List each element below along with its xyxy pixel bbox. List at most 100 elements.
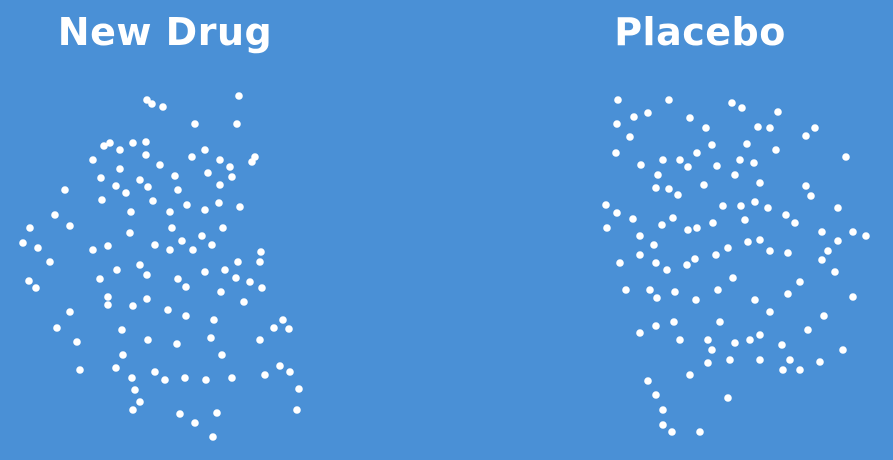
placebo-dot	[653, 294, 661, 302]
placebo-dot	[719, 202, 727, 210]
new-drug-dot	[236, 203, 244, 211]
new-drug-dot	[89, 156, 97, 164]
new-drug-dot	[129, 302, 137, 310]
new-drug-dot	[295, 385, 303, 393]
new-drug-dot	[136, 261, 144, 269]
new-drug-dot	[53, 324, 61, 332]
new-drug-dot	[213, 409, 221, 417]
new-drug-dot	[182, 283, 190, 291]
new-drug-dot	[129, 406, 137, 414]
placebo-dot	[766, 247, 774, 255]
new-drug-dot	[104, 293, 112, 301]
new-drug-dot	[96, 275, 104, 283]
new-drug-dot	[215, 199, 223, 207]
placebo-dot	[816, 358, 824, 366]
new-drug-dot	[173, 340, 181, 348]
placebo-dot	[668, 428, 676, 436]
new-drug-dot	[216, 156, 224, 164]
placebo-dot	[686, 371, 694, 379]
placebo-dot	[782, 211, 790, 219]
new-drug-dot	[276, 362, 284, 370]
placebo-dot	[646, 286, 654, 294]
new-drug-dot	[168, 224, 176, 232]
placebo-dot	[696, 428, 704, 436]
placebo-dot	[636, 232, 644, 240]
placebo-dot	[614, 96, 622, 104]
new-drug-dot	[136, 176, 144, 184]
placebo-dot	[650, 241, 658, 249]
placebo-dot	[744, 238, 752, 246]
placebo-dot	[766, 308, 774, 316]
new-drug-dot	[178, 237, 186, 245]
placebo-dot	[862, 232, 870, 240]
placebo-dot	[652, 391, 660, 399]
new-drug-dot	[46, 258, 54, 266]
new-drug-dot	[256, 336, 264, 344]
new-drug-dot	[34, 244, 42, 252]
new-drug-dot	[112, 182, 120, 190]
placebo-title: Placebo	[614, 10, 786, 54]
placebo-dot	[659, 406, 667, 414]
placebo-dot	[700, 181, 708, 189]
new-drug-dot	[261, 371, 269, 379]
new-drug-dot	[151, 368, 159, 376]
new-drug-dot	[256, 258, 264, 266]
placebo-dot	[709, 219, 717, 227]
placebo-dot	[764, 204, 772, 212]
placebo-dot	[708, 346, 716, 354]
placebo-dot	[686, 114, 694, 122]
placebo-dot	[834, 204, 842, 212]
new-drug-dot	[183, 201, 191, 209]
new-drug-dot	[182, 312, 190, 320]
placebo-dot	[731, 171, 739, 179]
new-drug-dot	[126, 229, 134, 237]
placebo-dot	[674, 191, 682, 199]
placebo-dot	[652, 259, 660, 267]
placebo-dot	[622, 286, 630, 294]
new-drug-dot	[246, 278, 254, 286]
placebo-dot	[652, 184, 660, 192]
new-drug-dot	[131, 386, 139, 394]
placebo-dot	[796, 278, 804, 286]
new-drug-dot	[240, 298, 248, 306]
new-drug-dot	[73, 338, 81, 346]
new-drug-dot	[174, 275, 182, 283]
placebo-dot	[834, 237, 842, 245]
placebo-dot	[702, 124, 710, 132]
new-drug-dot	[293, 406, 301, 414]
placebo-dot	[754, 123, 762, 131]
new-drug-dot	[279, 316, 287, 324]
placebo-dot	[676, 156, 684, 164]
new-drug-dot	[119, 351, 127, 359]
new-drug-dot	[201, 146, 209, 154]
new-drug-dot	[106, 139, 114, 147]
placebo-dot	[716, 318, 724, 326]
new-drug-dot	[142, 151, 150, 159]
new-drug-dot	[174, 186, 182, 194]
placebo-dot	[658, 221, 666, 229]
placebo-dot	[613, 120, 621, 128]
placebo-dot	[750, 159, 758, 167]
placebo-dot	[726, 356, 734, 364]
placebo-dot	[756, 356, 764, 364]
new-drug-dot	[159, 103, 167, 111]
placebo-dot	[644, 109, 652, 117]
placebo-dot	[751, 198, 759, 206]
placebo-dot	[670, 318, 678, 326]
new-drug-dot	[151, 241, 159, 249]
placebo-dot	[636, 329, 644, 337]
placebo-dot	[756, 236, 764, 244]
placebo-dot	[729, 274, 737, 282]
new-drug-dot	[143, 295, 151, 303]
placebo-dot	[731, 339, 739, 347]
placebo-dot	[684, 226, 692, 234]
new-drug-dot	[210, 316, 218, 324]
placebo-dot	[704, 359, 712, 367]
new-drug-dot	[208, 241, 216, 249]
placebo-dot	[741, 216, 749, 224]
placebo-dot	[849, 228, 857, 236]
placebo-dot	[738, 104, 746, 112]
placebo-dot	[811, 124, 819, 132]
placebo-dot	[691, 255, 699, 263]
